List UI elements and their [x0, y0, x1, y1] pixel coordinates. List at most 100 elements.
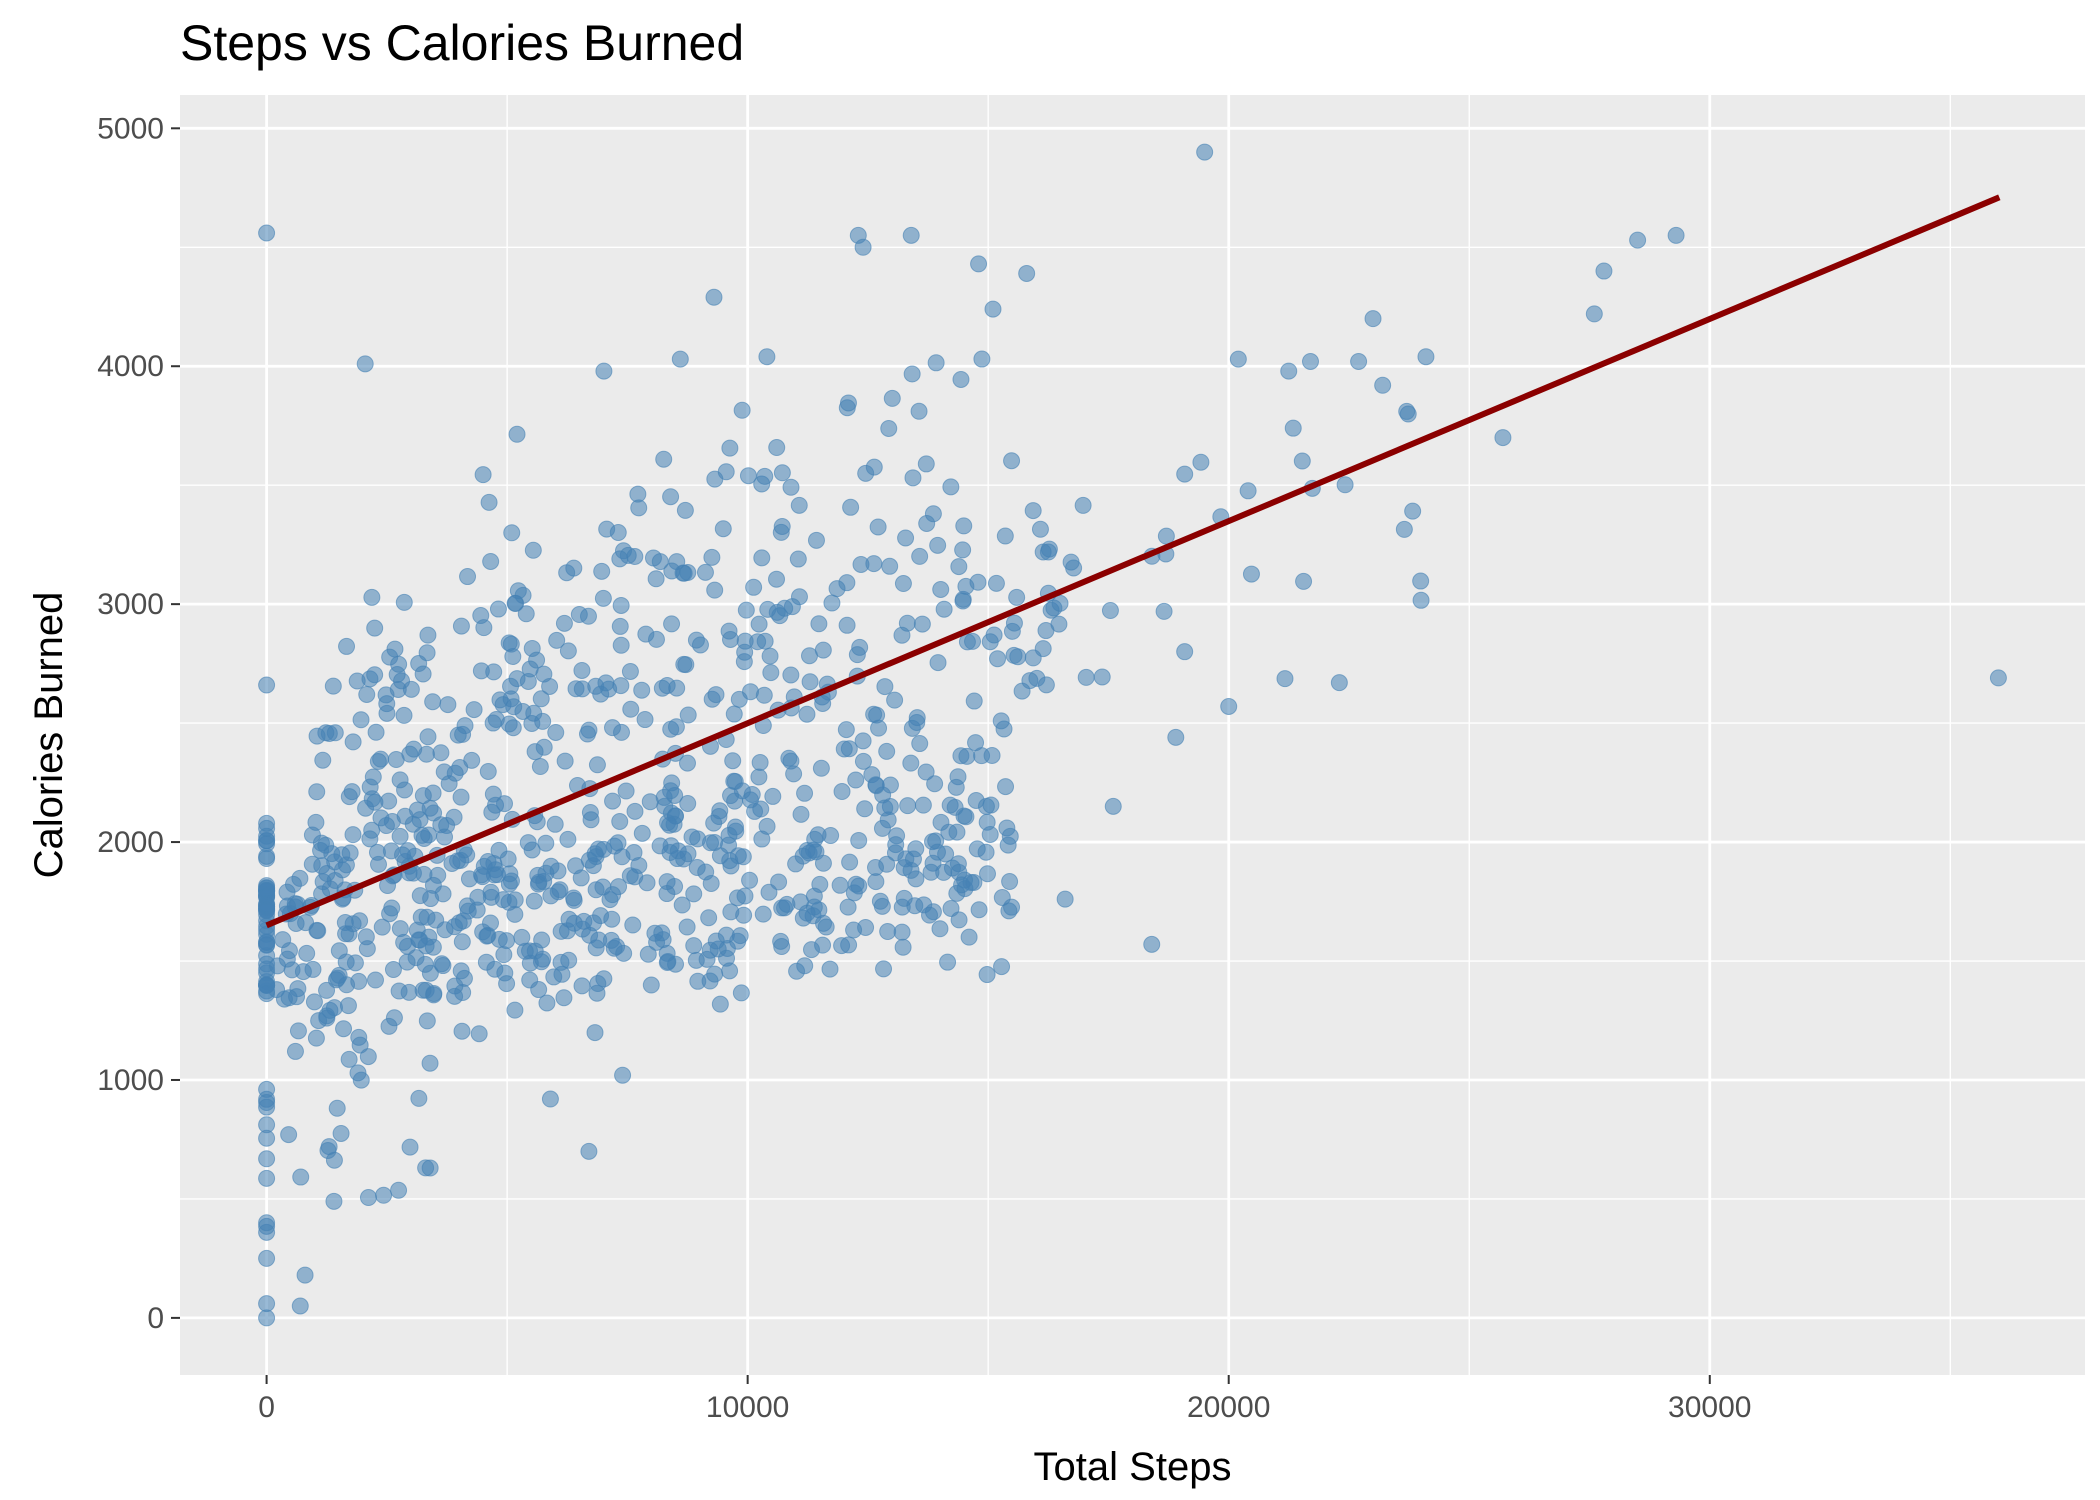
- data-point: [888, 827, 906, 845]
- data-point: [363, 588, 381, 606]
- data-point: [636, 711, 654, 729]
- data-point: [305, 993, 323, 1011]
- data-point: [639, 945, 657, 963]
- data-point: [773, 464, 791, 482]
- data-point: [329, 969, 347, 987]
- data-point: [465, 701, 483, 719]
- data-point: [593, 562, 611, 580]
- data-point: [914, 796, 932, 814]
- data-point: [585, 914, 603, 932]
- data-point: [814, 694, 832, 712]
- data-point: [908, 713, 926, 731]
- data-point: [484, 785, 502, 803]
- data-point: [756, 632, 774, 650]
- data-point: [950, 863, 968, 881]
- data-point: [414, 665, 432, 683]
- y-tick-label: 5000: [97, 112, 164, 145]
- data-point: [258, 814, 276, 832]
- data-point: [339, 997, 357, 1015]
- data-point: [436, 921, 454, 939]
- data-point: [570, 606, 588, 624]
- data-point: [801, 673, 819, 691]
- data-point: [821, 960, 839, 978]
- data-point: [985, 626, 1003, 644]
- data-point: [453, 1022, 471, 1040]
- data-point: [978, 813, 996, 831]
- data-point: [532, 690, 550, 708]
- data-point: [978, 966, 996, 984]
- data-point: [800, 647, 818, 665]
- data-point: [661, 816, 679, 834]
- data-point: [854, 238, 872, 256]
- data-point: [369, 752, 387, 770]
- data-point: [794, 909, 812, 927]
- data-point: [911, 735, 929, 753]
- data-point: [932, 813, 950, 831]
- data-point: [541, 677, 559, 695]
- y-tick-label: 2000: [97, 826, 164, 859]
- data-point: [595, 362, 613, 380]
- data-point: [314, 751, 332, 769]
- y-tick-label: 3000: [97, 588, 164, 621]
- data-point: [489, 600, 507, 618]
- data-point: [932, 580, 950, 598]
- data-point: [443, 854, 461, 872]
- data-point: [308, 727, 326, 745]
- data-point: [772, 523, 790, 541]
- data-point: [968, 840, 986, 858]
- y-tick-label: 0: [147, 1302, 164, 1335]
- data-point: [612, 636, 630, 654]
- data-point: [622, 700, 640, 718]
- data-point: [357, 799, 375, 817]
- data-point: [340, 788, 358, 806]
- data-point: [1229, 350, 1247, 368]
- data-point: [346, 954, 364, 972]
- data-point: [969, 573, 987, 591]
- data-point: [782, 666, 800, 684]
- data-point: [833, 783, 851, 801]
- data-point: [291, 869, 309, 887]
- data-point: [726, 818, 744, 836]
- data-point: [812, 759, 830, 777]
- data-point: [420, 826, 438, 844]
- data-point: [521, 942, 539, 960]
- data-point: [662, 488, 680, 506]
- data-point: [452, 788, 470, 806]
- plot-panel: [180, 95, 2085, 1375]
- data-point: [390, 982, 408, 1000]
- data-point: [633, 681, 651, 699]
- data-point: [903, 365, 921, 383]
- data-point: [477, 953, 495, 971]
- data-point: [913, 615, 931, 633]
- data-point: [726, 792, 744, 810]
- data-point: [641, 793, 659, 811]
- data-point: [603, 910, 621, 928]
- data-point: [642, 976, 660, 994]
- data-point: [970, 255, 988, 273]
- data-point: [807, 531, 825, 549]
- data-point: [721, 962, 739, 980]
- data-point: [669, 842, 687, 860]
- data-point: [894, 938, 912, 956]
- data-point: [603, 719, 621, 737]
- x-tick-label: 0: [258, 1391, 275, 1424]
- data-point: [326, 853, 344, 871]
- data-point: [839, 898, 857, 916]
- data-point: [902, 226, 920, 244]
- chart-title: Steps vs Calories Burned: [180, 15, 744, 71]
- data-point: [258, 847, 276, 865]
- data-point: [356, 355, 374, 373]
- data-point: [886, 691, 904, 709]
- data-point: [490, 841, 508, 859]
- data-point: [500, 893, 518, 911]
- data-point: [383, 899, 401, 917]
- data-point: [325, 999, 343, 1017]
- data-point: [401, 1138, 419, 1156]
- data-point: [778, 895, 796, 913]
- data-point: [560, 910, 578, 928]
- data-point: [1155, 602, 1173, 620]
- data-point: [1176, 465, 1194, 483]
- data-point: [1295, 572, 1313, 590]
- data-point: [1276, 670, 1294, 688]
- data-point: [735, 906, 753, 924]
